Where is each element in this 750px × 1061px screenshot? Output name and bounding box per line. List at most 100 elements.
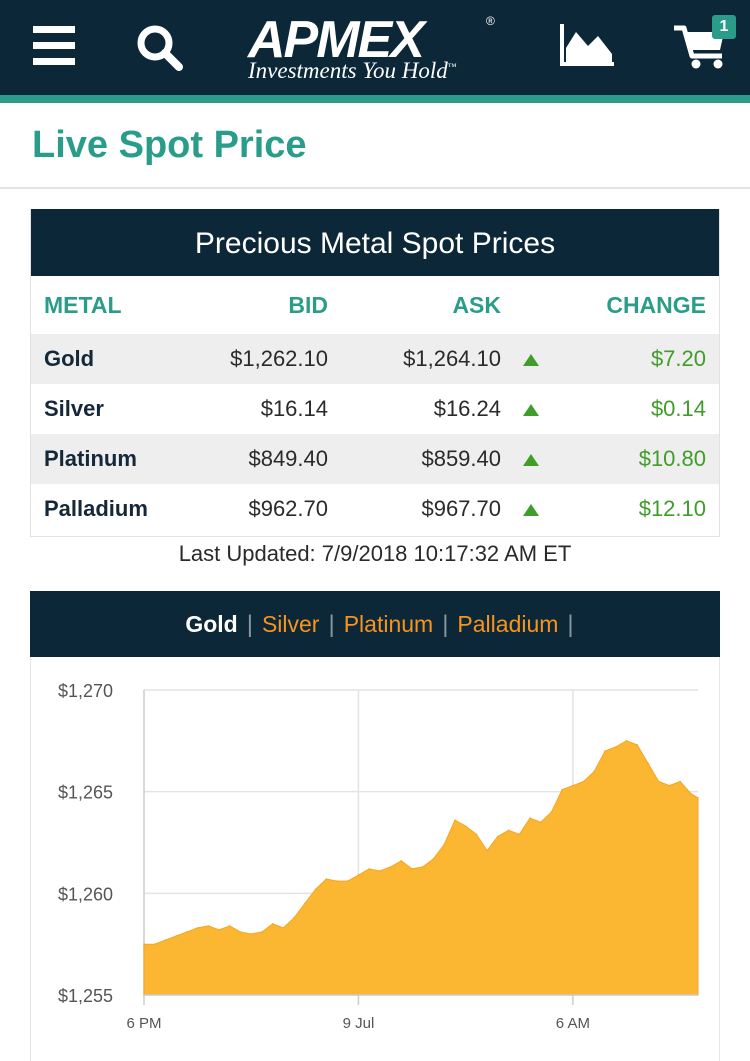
x-tick-label: 6 PM (126, 1015, 161, 1032)
y-tick-label: $1,255 (58, 986, 113, 1006)
gold-price-point (636, 744, 638, 746)
gold-price-chart-svg[interactable]: $1,270 $1,265 $1,260 $1,255 6 PM 9 Jul 6 AM (31, 657, 721, 1061)
table-row[interactable]: Gold $1,262.10 $1,264.10 $7.20 (31, 334, 719, 384)
gold-price-point (143, 943, 145, 945)
gold-price-point (593, 770, 596, 773)
tab-gold[interactable]: Gold (185, 611, 238, 637)
gold-price-point (336, 880, 338, 882)
tab-silver[interactable]: Silver (261, 611, 320, 637)
metal-name: Palladium (44, 496, 148, 521)
gold-price-point (175, 935, 177, 937)
gold-price-point (507, 829, 510, 832)
title-divider (0, 187, 750, 189)
gold-price-point (697, 797, 699, 799)
gold-price-point (368, 868, 371, 870)
gold-price-point (668, 784, 671, 787)
ask-price: $967.70 (421, 496, 501, 521)
logo-wordmark: APMEX (248, 11, 425, 69)
metal-chart-tabs: Gold | Silver | Platinum | Palladium | (30, 591, 720, 657)
price-change: $12.10 (638, 496, 706, 521)
up-arrow-icon (523, 504, 539, 516)
gold-price-point (271, 923, 274, 925)
y-tick-label: $1,265 (58, 783, 113, 803)
price-change: $7.20 (561, 334, 719, 384)
gold-price-point (389, 866, 392, 868)
ask-price: $16.24 (433, 396, 501, 421)
tab-palladium[interactable]: Palladium (457, 611, 559, 637)
gold-price-point (625, 740, 628, 742)
tab-separator: | (328, 611, 335, 638)
tab-separator: | (246, 611, 253, 638)
logo-tagline: Investments You Hold™ (248, 58, 457, 83)
area-chart-icon[interactable] (558, 22, 616, 68)
gold-price-point (261, 931, 263, 933)
gold-price-point (186, 931, 188, 933)
spot-price-table: METAL BID ASK CHANGE Gold $1,262.10 $1,2… (31, 276, 719, 534)
up-arrow-icon (523, 454, 539, 466)
gold-price-point (432, 858, 435, 860)
gold-price-point (282, 927, 285, 929)
bid-price: $962.70 (248, 496, 328, 521)
gold-price-point (647, 762, 649, 764)
hamburger-menu-icon[interactable] (33, 26, 75, 66)
last-updated-timestamp: Last Updated: 7/9/2018 10:17:32 AM ET (178, 541, 572, 566)
logo-registered-mark: ® (486, 14, 495, 28)
bid-price: $1,262.10 (181, 334, 328, 384)
spot-price-panel: Precious Metal Spot Prices METAL BID ASK… (30, 209, 720, 537)
gold-price-point (518, 833, 521, 836)
gold-price-point (582, 780, 585, 783)
ask-price: $1,264.10 (328, 334, 501, 384)
tab-separator: | (442, 611, 449, 638)
cart-count-badge[interactable]: 1 (712, 15, 736, 39)
gold-price-point (304, 902, 306, 905)
gold-price-chart[interactable]: $1,270 $1,265 $1,260 $1,255 6 PM 9 Jul 6 AM (30, 657, 720, 1061)
y-tick-label: $1,260 (58, 884, 113, 904)
tab-separator: | (567, 611, 574, 638)
gold-price-point (679, 780, 681, 783)
column-header-direction (501, 276, 561, 334)
gold-price-point (250, 933, 252, 935)
table-header-row: METAL BID ASK CHANGE (31, 276, 719, 334)
gold-price-point (475, 833, 478, 836)
gold-price-point (539, 821, 542, 823)
gold-price-point (604, 750, 606, 752)
metal-name: Platinum (31, 434, 181, 484)
column-header-change: CHANGE (606, 291, 706, 318)
gold-price-point (550, 811, 553, 813)
metal-name: Gold (31, 334, 181, 384)
search-icon[interactable] (134, 22, 186, 72)
price-change: $10.80 (561, 434, 719, 484)
gold-price-point (464, 825, 467, 827)
column-header-bid: BID (288, 291, 328, 318)
gold-price-area (143, 740, 699, 996)
gold-price-point (379, 870, 381, 872)
column-header-metal: METAL (44, 291, 122, 318)
gold-price-point (454, 819, 456, 821)
bid-price: $849.40 (181, 434, 328, 484)
up-arrow-icon (523, 354, 539, 366)
gold-price-point (615, 746, 617, 748)
table-row[interactable]: Palladium $962.70 $967.70 $12.10 (31, 484, 719, 534)
header-accent-stripe (0, 95, 750, 103)
gold-price-point (529, 817, 531, 819)
gold-price-point (196, 927, 199, 929)
metal-name: Silver (44, 396, 104, 421)
spot-price-panel-title: Precious Metal Spot Prices (31, 209, 719, 276)
tab-platinum[interactable]: Platinum (343, 611, 434, 637)
table-row[interactable]: Platinum $849.40 $859.40 $10.80 (31, 434, 719, 484)
bid-price: $16.14 (260, 396, 328, 421)
gold-price-point (572, 784, 574, 787)
table-row[interactable]: Silver $16.14 $16.24 $0.14 (31, 384, 719, 434)
gold-price-point (690, 792, 692, 795)
gold-price-point (239, 931, 242, 933)
column-header-ask: ASK (452, 291, 501, 318)
gold-price-point (164, 939, 167, 941)
gold-price-point (497, 835, 499, 838)
up-arrow-icon (523, 404, 539, 416)
gold-price-point (229, 925, 231, 927)
gold-price-point (314, 888, 317, 891)
gold-price-point (293, 916, 295, 919)
gold-price-point (357, 874, 360, 876)
price-change: $0.14 (650, 396, 706, 421)
apmex-logo[interactable]: APMEX ® Investments You Hold™ (246, 10, 506, 90)
